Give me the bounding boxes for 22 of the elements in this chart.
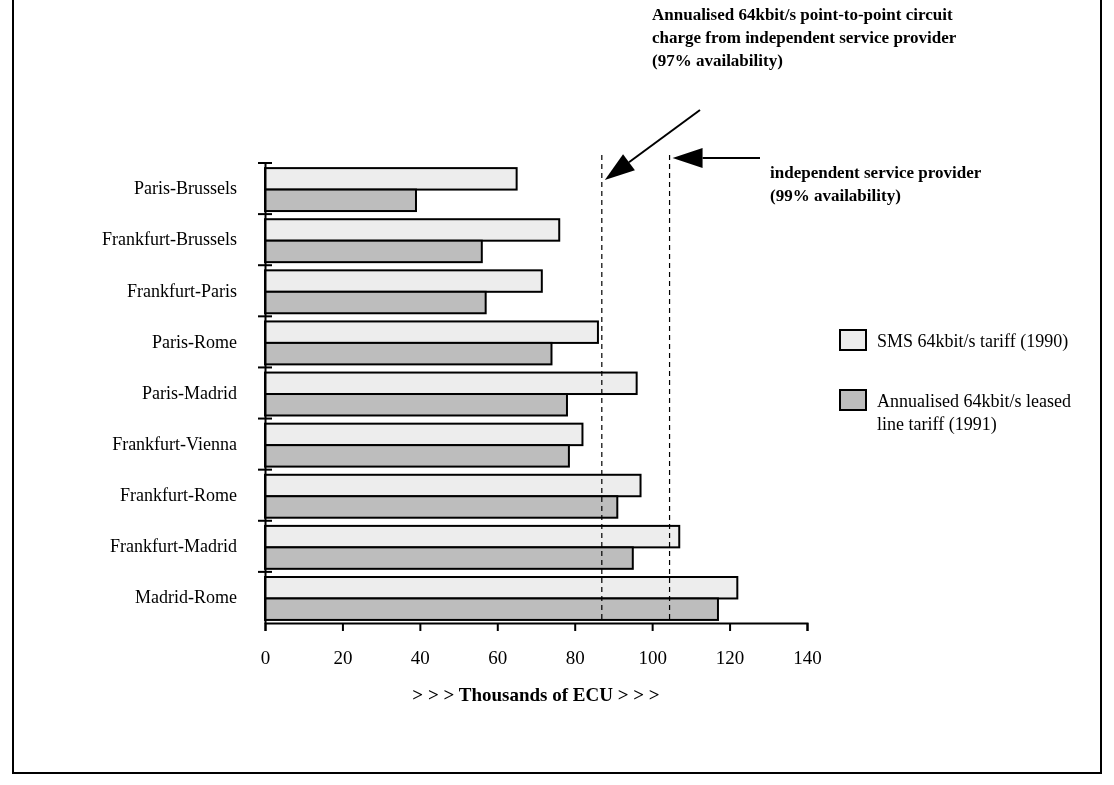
y-tick-label: Frankfurt-Brussels [102, 229, 237, 250]
x-axis-title: > > > Thousands of ECU > > > [412, 684, 660, 705]
x-tick-label: 80 [565, 647, 585, 669]
x-tick-label: 20 [333, 647, 353, 669]
x-tick-label: 40 [410, 647, 430, 669]
x-tick-label: 0 [260, 647, 271, 669]
y-tick-label: Paris-Rome [152, 331, 237, 352]
x-tick-label: 100 [638, 647, 667, 669]
annotation: independent service provider (99% availability) [770, 163, 982, 205]
x-tick-label: 140 [793, 647, 822, 669]
y-tick-label: Paris-Brussels [134, 178, 237, 199]
y-tick-label: Paris-Madrid [142, 382, 237, 403]
x-tick-label: 60 [488, 647, 508, 669]
text: Annualised 64kbit/s point-to-point circuit charge from independent service provider (97% availability) [652, 5, 957, 70]
y-tick-label: Frankfurt-Rome [120, 484, 237, 505]
legend-label: SMS 64kbit/s tariff (1990) [877, 331, 1069, 352]
y-tick-label: Madrid-Rome [135, 587, 238, 608]
y-tick-label: Frankfurt-Paris [127, 280, 237, 301]
x-tick-label: 120 [715, 647, 745, 669]
y-tick-label: Frankfurt-Vienna [112, 433, 238, 454]
y-tick-label: Frankfurt-Madrid [110, 536, 237, 557]
legend-label: Annualised 64kbit/s leased line tariff (1991) [877, 391, 1071, 436]
